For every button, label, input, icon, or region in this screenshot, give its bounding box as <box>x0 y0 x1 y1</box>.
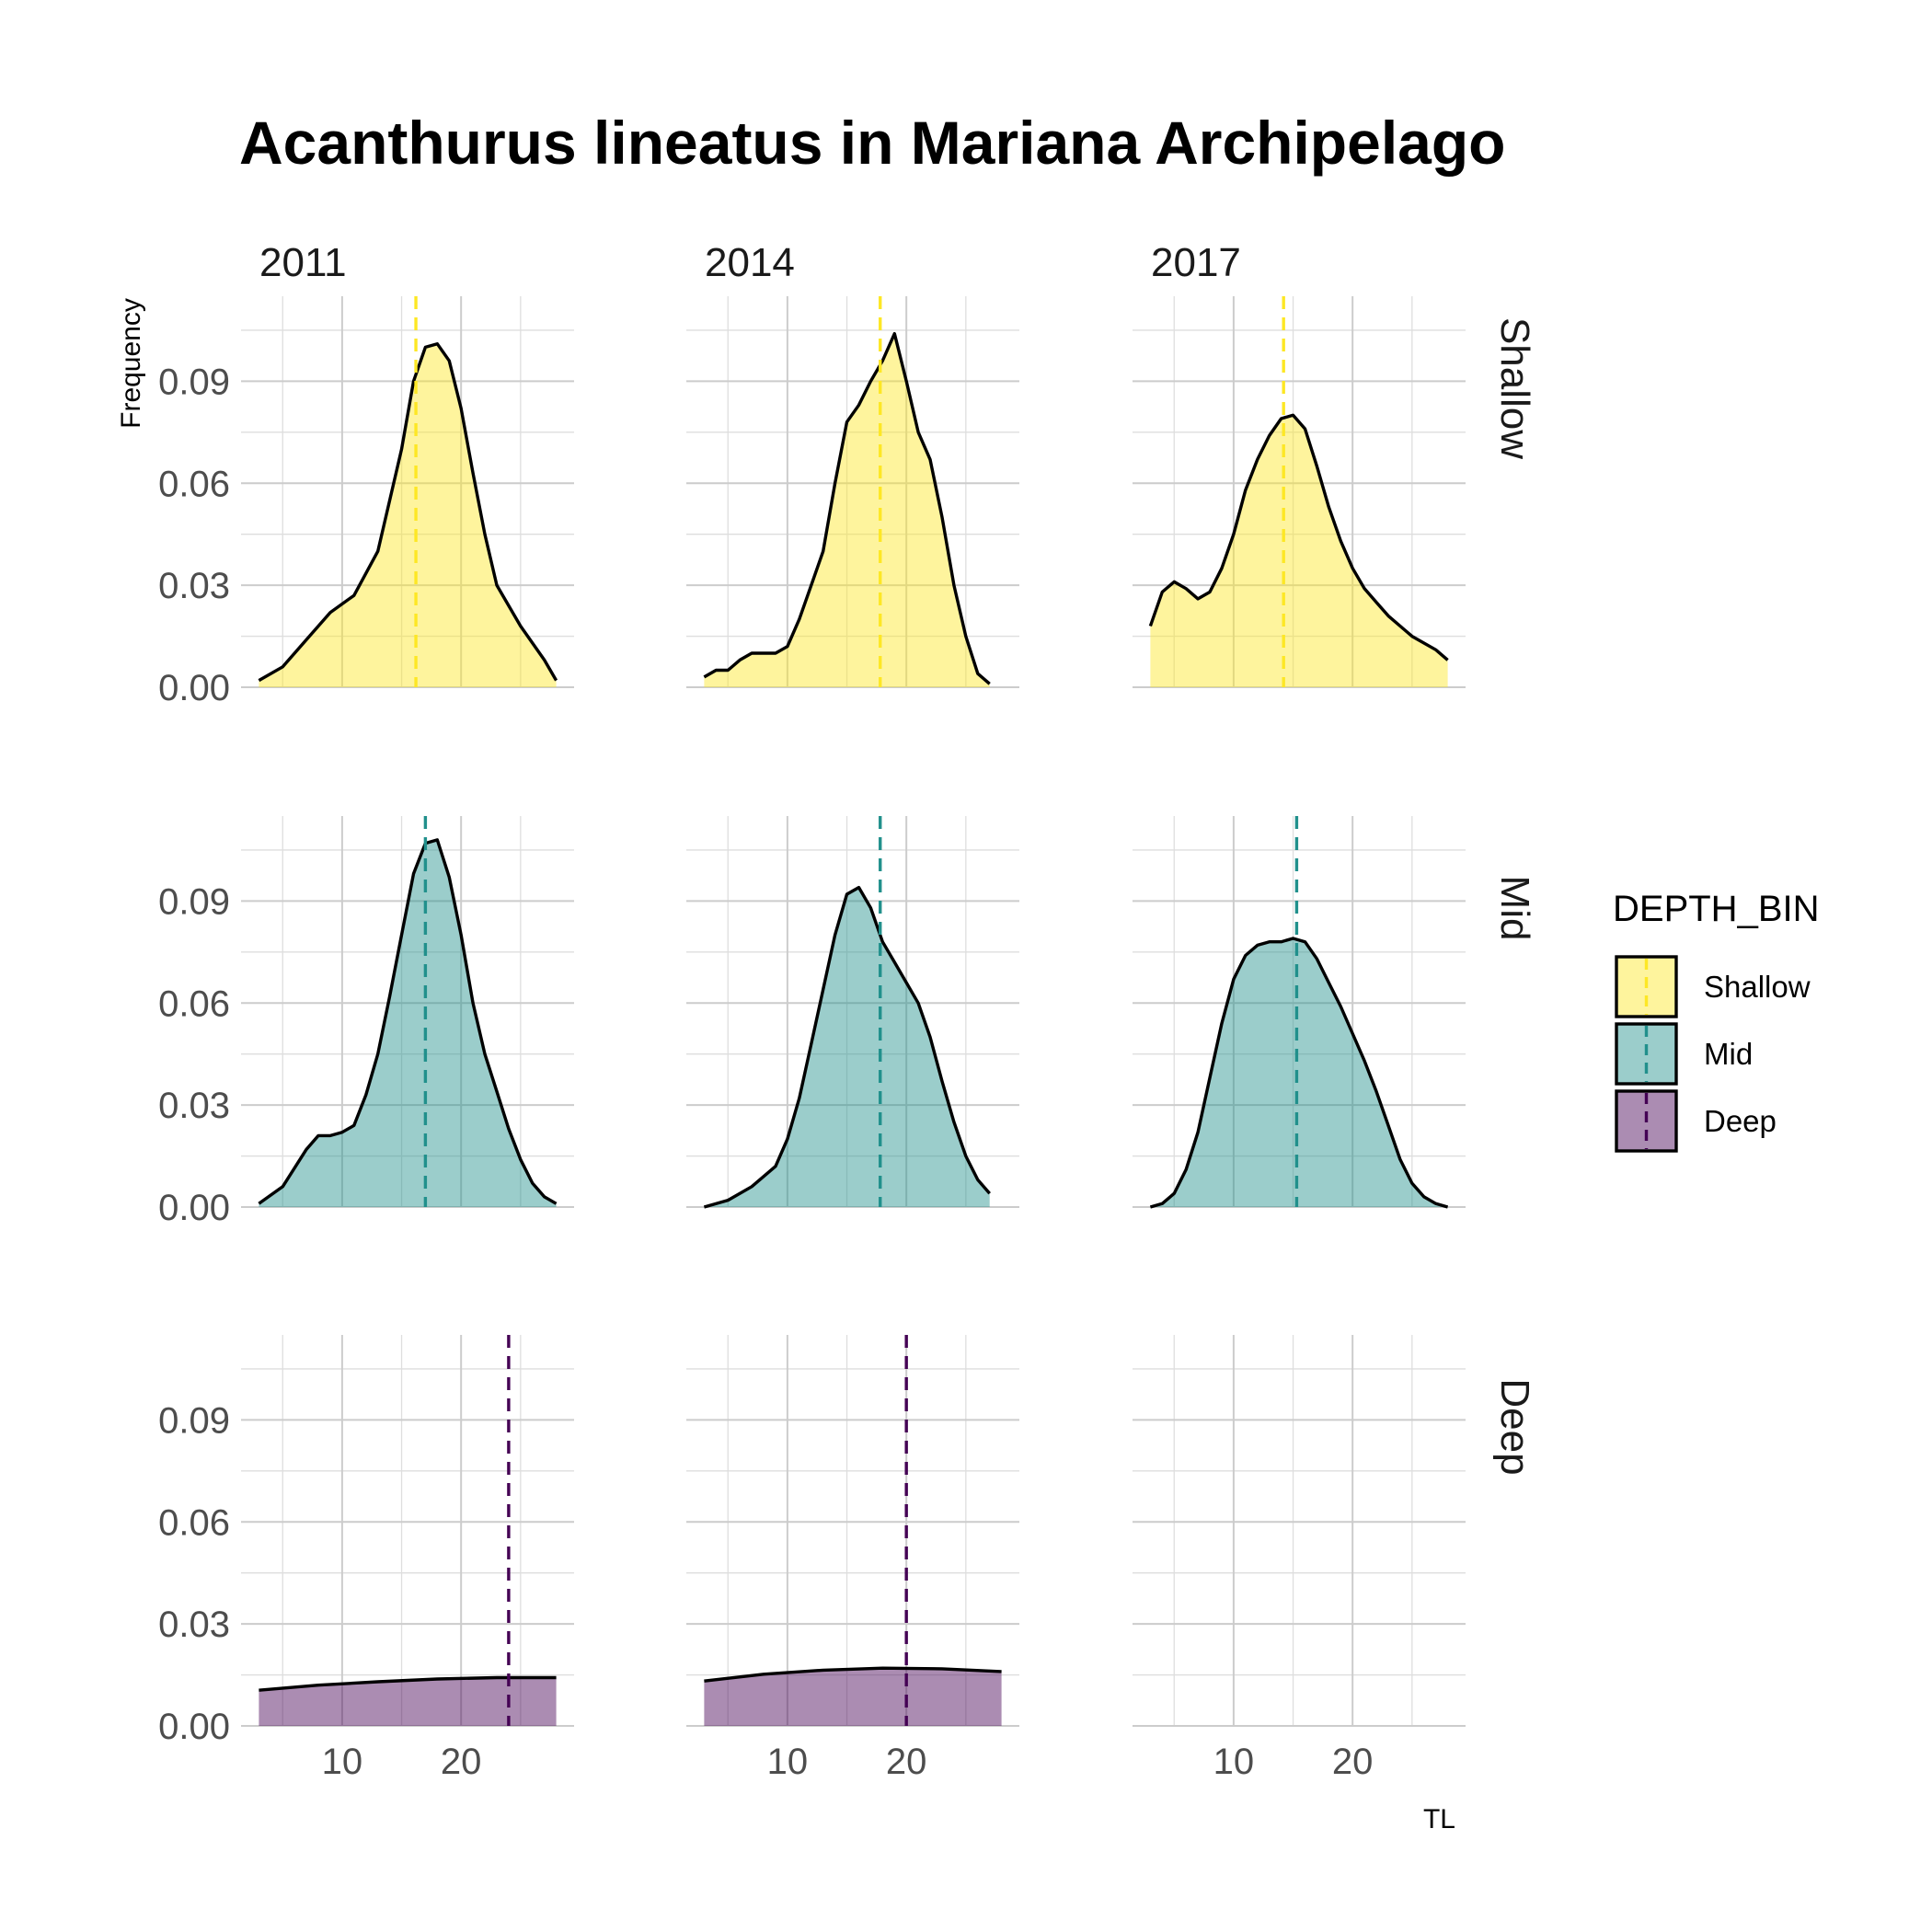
y-tick-label: 0.06 <box>158 1502 230 1543</box>
facet-label-2011: 2011 <box>259 240 347 285</box>
y-tick-label: 0.06 <box>158 983 230 1024</box>
density-area <box>259 343 557 687</box>
y-tick-label: 0.09 <box>158 881 230 922</box>
y-tick-label: 0.00 <box>158 668 230 708</box>
density-area <box>704 1668 1002 1726</box>
y-tick-label: 0.03 <box>158 1086 230 1126</box>
facet-label-2017: 2017 <box>1151 240 1241 285</box>
x-axis-title: TL <box>1423 1804 1455 1834</box>
facet-label-2014: 2014 <box>705 240 795 285</box>
density-curve <box>703 885 991 1209</box>
y-tick-label: 0.09 <box>158 362 230 402</box>
density-curve <box>704 1666 1002 1683</box>
panel-mid-2017 <box>1133 816 1466 1209</box>
facet-label-shallow: Shallow <box>1492 317 1537 459</box>
density-curve <box>703 332 991 685</box>
legend-item-deep: Deep <box>1615 1089 1777 1153</box>
density-curve <box>258 838 558 1205</box>
facet-label-deep: Deep <box>1492 1378 1537 1475</box>
y-tick-label: 0.00 <box>158 1707 230 1747</box>
panel-deep-2014: 10 20 <box>686 1335 1019 1782</box>
x-tick-label: 10 <box>1213 1742 1255 1782</box>
chart-title: Acanthurus lineatus in Mariana Archipela… <box>239 109 1506 177</box>
density-area <box>259 839 557 1207</box>
density-curve <box>1149 937 1449 1209</box>
legend-title: DEPTH_BIN <box>1613 889 1820 929</box>
y-tick-label: 0.03 <box>158 1604 230 1645</box>
x-tick-label: 10 <box>767 1742 809 1782</box>
density-area <box>1150 938 1448 1207</box>
density-curve <box>259 1675 557 1692</box>
legend-label: Mid <box>1704 1037 1753 1071</box>
panel-deep-2011: 0.00 0.03 0.06 0.09 10 20 <box>158 1335 574 1782</box>
y-tick-label: 0.09 <box>158 1400 230 1441</box>
legend-label: Shallow <box>1704 970 1811 1004</box>
x-tick-label: 20 <box>886 1742 927 1782</box>
density-area <box>704 887 990 1207</box>
panel-deep-2017: 10 20 <box>1133 1335 1466 1782</box>
legend-item-mid: Mid <box>1615 1022 1753 1086</box>
panel-shallow-2017 <box>1133 296 1466 688</box>
x-tick-label: 20 <box>441 1742 482 1782</box>
y-tick-label: 0.03 <box>158 566 230 606</box>
density-curve <box>1148 413 1449 661</box>
density-area <box>259 1677 557 1726</box>
x-tick-label: 10 <box>322 1742 363 1782</box>
panel-shallow-2014 <box>686 296 1019 688</box>
panel-mid-2011: 0.00 0.03 0.06 0.09 <box>158 816 574 1228</box>
panel-mid-2014 <box>686 816 1019 1209</box>
density-area <box>1150 415 1448 687</box>
panel-shallow-2011: 0.00 0.03 0.06 0.09 <box>158 296 574 708</box>
legend-item-shallow: Shallow <box>1615 955 1811 1018</box>
x-tick-label: 20 <box>1332 1742 1374 1782</box>
facet-grid: 2011 2014 2017ShallowMidDeep0.000.030.060.… <box>158 240 1537 1782</box>
legend-label: Deep <box>1704 1104 1777 1138</box>
facet-label-mid: Mid <box>1492 876 1537 941</box>
y-tick-label: 0.00 <box>158 1188 230 1228</box>
y-axis-title: Frequency <box>116 298 146 429</box>
density-curve <box>258 342 558 683</box>
legend: DEPTH_BIN Shallow Mid Deep <box>1613 889 1820 1153</box>
y-tick-label: 0.06 <box>158 464 230 504</box>
density-area <box>704 333 990 687</box>
